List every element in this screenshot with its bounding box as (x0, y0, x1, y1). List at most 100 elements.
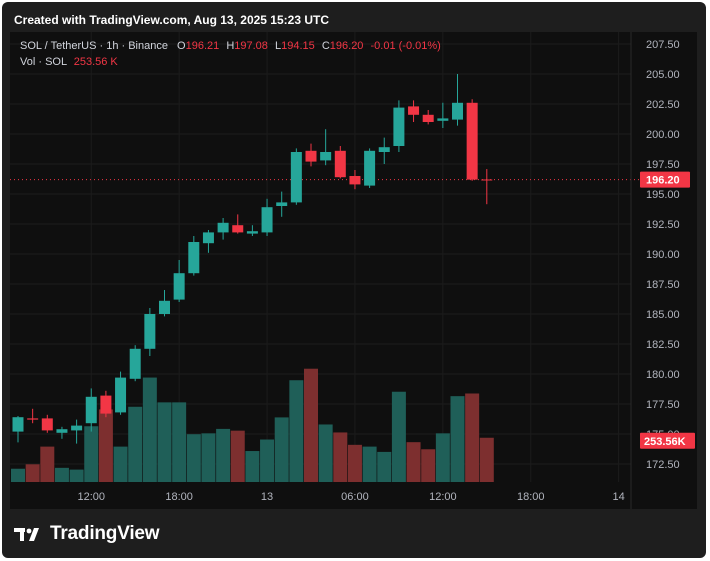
y-tick-label: 195.00 (646, 189, 680, 201)
x-tick-label: 18:00 (517, 491, 545, 503)
x-tick-label: 12:00 (429, 491, 457, 503)
legend-change: -0.01 (-0.01%) (370, 40, 441, 52)
volume-bar (391, 391, 406, 482)
last-volume-text: 253.56K (644, 436, 686, 448)
volume-bar (54, 467, 69, 482)
legend-symbol[interactable]: SOL / TetherUS · 1h · Binance (20, 40, 168, 52)
volume-bar (40, 446, 55, 482)
candle-body (188, 242, 200, 274)
candle-body (452, 102, 463, 120)
volume-bar (69, 469, 84, 482)
candle-body (261, 207, 273, 233)
candle-body (364, 150, 376, 186)
y-tick-label: 190.00 (646, 249, 680, 261)
volume-bar (11, 468, 25, 482)
candle-body (56, 429, 68, 433)
candle-body (144, 314, 156, 349)
volume-bar (230, 430, 245, 482)
legend-low-label: L (274, 40, 282, 52)
volume-bar (201, 433, 216, 482)
x-tick-label: 12:00 (77, 491, 105, 503)
volume-bar (186, 434, 201, 482)
y-tick-label: 197.50 (646, 159, 680, 171)
volume-bar (98, 409, 113, 482)
y-tick-label: 205.00 (646, 69, 680, 81)
legend-low-value: 194.15 (281, 40, 315, 52)
candle-body (159, 300, 170, 314)
candle-body (408, 106, 420, 115)
volume-bar (362, 446, 377, 482)
legend-volume-row: Vol · SOL 253.56 K (20, 54, 441, 70)
volume-bar (435, 433, 450, 482)
volume-bar (465, 393, 480, 482)
candle-body (481, 179, 493, 181)
tradingview-logo[interactable]: TradingView (14, 523, 160, 545)
snapshot-header: Created with TradingView.com, Aug 13, 20… (14, 13, 329, 27)
candle-body (320, 152, 332, 161)
candle-body (27, 418, 39, 420)
y-tick-label: 172.50 (646, 459, 680, 471)
volume-bar (377, 451, 392, 482)
x-tick-label: 14 (613, 491, 625, 503)
candle-body (100, 395, 112, 414)
y-tick-label: 185.00 (646, 309, 680, 321)
volume-bar (128, 406, 143, 482)
y-tick-label: 192.50 (646, 219, 680, 231)
volume-bar (318, 424, 333, 482)
candle-body (349, 176, 361, 185)
candle-body (437, 118, 449, 121)
price-chart[interactable]: 172.50175.00177.50180.00182.50185.00187.… (10, 32, 697, 509)
volume-bar (333, 432, 348, 482)
chart-canvas[interactable]: 172.50175.00177.50180.00182.50185.00187.… (10, 32, 697, 509)
legend-volume-label[interactable]: Vol · SOL (20, 56, 67, 68)
candle-body (422, 114, 434, 122)
candle-body (305, 150, 317, 162)
last-price-text: 196.20 (646, 175, 680, 187)
x-tick-label: 18:00 (165, 491, 193, 503)
candle-body (12, 417, 24, 432)
legend: SOL / TetherUS · 1h · Binance O196.21 H 1… (20, 38, 441, 70)
candle-body (115, 377, 127, 413)
last-volume-badge (640, 432, 695, 449)
volume-bar (84, 426, 99, 482)
volume-bar (274, 417, 289, 482)
y-tick-label: 182.50 (646, 339, 680, 351)
candle-body (129, 348, 141, 379)
candle-body (393, 107, 405, 146)
y-tick-label: 180.00 (646, 369, 680, 381)
legend-close-label: C (321, 40, 330, 52)
volume-bar (421, 449, 436, 482)
candle-body (85, 396, 97, 424)
legend-ohlc-row: SOL / TetherUS · 1h · Binance O196.21 H 1… (20, 38, 441, 54)
y-tick-label: 207.50 (646, 39, 680, 51)
y-tick-label: 177.50 (646, 399, 680, 411)
candle-body (334, 150, 346, 178)
x-tick-label: 06:00 (341, 491, 369, 503)
legend-volume-value: 253.56 K (73, 56, 118, 68)
legend-open-value: 196.21 (185, 40, 220, 52)
y-tick-label: 187.50 (646, 279, 680, 291)
volume-bar (142, 377, 157, 482)
volume-bar (347, 444, 362, 482)
candle-body (378, 147, 390, 152)
candle-body (232, 225, 244, 233)
candle-body (71, 425, 83, 431)
last-price-badge (640, 171, 690, 188)
legend-high-label: H (226, 40, 235, 52)
candle-body (217, 222, 229, 233)
candle-body (41, 418, 53, 431)
tradingview-logo-text: TradingView (50, 523, 160, 544)
volume-bar (245, 451, 260, 482)
candle-body (246, 231, 258, 234)
volume-bar (479, 437, 494, 482)
candle-body (173, 273, 185, 300)
candle-body (202, 232, 214, 244)
candle-body (290, 152, 302, 203)
volume-bar (172, 402, 187, 482)
volume-bar (216, 428, 231, 482)
volume-bar (289, 380, 304, 482)
legend-close-value: 196.20 (329, 40, 364, 52)
legend-open-label: O (177, 40, 186, 52)
x-tick-label: 13 (261, 491, 273, 503)
